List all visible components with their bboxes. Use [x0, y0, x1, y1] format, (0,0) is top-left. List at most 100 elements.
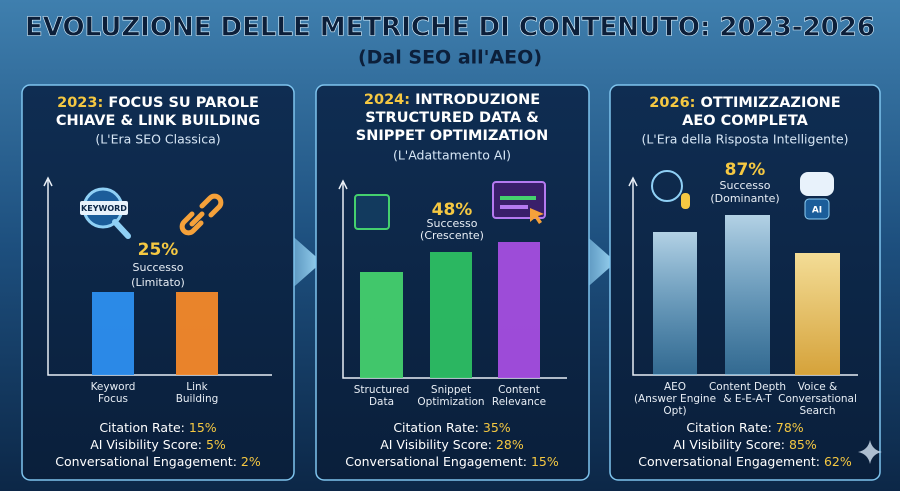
- metric-value: 78%: [776, 420, 804, 435]
- metric-value: 35%: [483, 420, 511, 435]
- metric: Citation Rate: 35%: [393, 420, 510, 435]
- bar: [653, 232, 697, 375]
- year: 2023:: [57, 95, 103, 111]
- subtitle: (Dal SEO all'AEO): [358, 47, 542, 69]
- axis-arrow: [338, 179, 348, 190]
- bar: [725, 215, 770, 375]
- bar-label: AEO: [664, 381, 686, 393]
- heading-line: CHIAVE & LINK BUILDING: [56, 113, 260, 129]
- bar-label: (Answer Engine: [634, 393, 716, 405]
- bar: [795, 253, 840, 375]
- bar-label: Keyword: [91, 381, 136, 393]
- axis: [632, 180, 858, 376]
- metric-label: Citation Rate:: [686, 420, 772, 435]
- icon-tag: [80, 201, 128, 215]
- bar-label: Data: [369, 396, 394, 408]
- bar: [430, 252, 472, 378]
- icon-cursor: [530, 208, 544, 224]
- bar-label: Building: [176, 393, 219, 405]
- era: (L'Era SEO Classica): [95, 132, 220, 147]
- metric-value: 15%: [189, 420, 217, 435]
- metric-label: Conversational Engagement:: [55, 454, 237, 469]
- year: 2026:: [649, 95, 695, 111]
- heading-line: SNIPPET OPTIMIZATION: [356, 128, 549, 144]
- bar-label: Structured: [354, 384, 410, 396]
- axis-arrow: [628, 176, 638, 187]
- bar-label: Opt): [663, 405, 686, 417]
- heading-line: STRUCTURED DATA &: [365, 110, 539, 126]
- metric: Conversational Engagement: 2%: [55, 454, 261, 469]
- icon-chip: [354, 194, 390, 230]
- score-note: (Limitato): [131, 276, 185, 289]
- metric-label: Citation Rate:: [393, 420, 479, 435]
- bar-label: Content: [498, 384, 540, 396]
- title: EVOLUZIONE DELLE METRICHE DI CONTENUTO: …: [25, 13, 875, 43]
- bar-label: Content Depth: [709, 381, 786, 393]
- heading-line: FOCUS SU PAROLE: [108, 95, 259, 111]
- bar-label: Voice &: [798, 381, 837, 393]
- axis-arrow: [43, 176, 53, 187]
- metric: Conversational Engagement: 15%: [345, 454, 559, 469]
- bar-label: Relevance: [492, 396, 546, 408]
- metric-label: AI Visibility Score:: [673, 437, 785, 452]
- sparkle: [858, 440, 882, 464]
- score-value: 25%: [138, 240, 179, 260]
- score-label: Successo: [132, 261, 183, 274]
- bar-label: Search: [799, 405, 835, 417]
- icon-browser-line: [500, 196, 536, 200]
- metric-value: 5%: [206, 437, 226, 452]
- score-value: 48%: [432, 200, 473, 220]
- panel-heading: CHIAVE & LINK BUILDING: [56, 113, 260, 129]
- score-note: (Dominante): [710, 192, 779, 205]
- bar-label: & E-E-A-T: [723, 393, 772, 405]
- panel: [21, 84, 295, 481]
- icon-robot-body: [804, 198, 830, 220]
- bar-label: Snippet: [431, 384, 471, 396]
- panel-heading: AEO COMPLETA: [682, 113, 808, 129]
- heading-line: INTRODUZIONE: [415, 92, 540, 108]
- panel-heading: 2024: INTRODUZIONE: [364, 92, 540, 108]
- score-note: (Crescente): [420, 229, 484, 242]
- metric: Citation Rate: 15%: [99, 420, 216, 435]
- icon-chain: [179, 193, 224, 236]
- panel-heading: STRUCTURED DATA &: [365, 110, 539, 126]
- metric-value: 85%: [789, 437, 817, 452]
- icon-browser-line: [500, 205, 528, 209]
- panel-heading: SNIPPET OPTIMIZATION: [356, 128, 549, 144]
- metric-label: Conversational Engagement:: [638, 454, 820, 469]
- bar: [360, 272, 403, 378]
- metric: Conversational Engagement: 62%: [638, 454, 852, 469]
- heading-line: OTTIMIZZAZIONE: [701, 95, 841, 111]
- heading-line: AEO COMPLETA: [682, 113, 808, 129]
- score-value: 87%: [725, 160, 766, 180]
- bar: [92, 292, 134, 375]
- metric: AI Visibility Score: 5%: [90, 437, 226, 452]
- icon-brain: [651, 170, 683, 202]
- panel-heading: 2026: OTTIMIZZAZIONE: [649, 95, 840, 111]
- metric-label: AI Visibility Score:: [90, 437, 202, 452]
- metric-value: 62%: [824, 454, 852, 469]
- era: (L'Era della Risposta Intelligente): [641, 132, 848, 147]
- metric-value: 15%: [531, 454, 559, 469]
- bar: [498, 242, 540, 378]
- bar-label: Conversational: [778, 393, 857, 405]
- metric-label: Conversational Engagement:: [345, 454, 527, 469]
- icon-label: KEYWORD: [81, 204, 127, 213]
- icon-label: AI: [812, 206, 822, 216]
- icon-mic: [681, 193, 690, 209]
- metric-value: 28%: [496, 437, 524, 452]
- year: 2024:: [364, 92, 410, 108]
- era: (L'Adattamento AI): [393, 148, 511, 163]
- metric-value: 2%: [241, 454, 261, 469]
- bar-label: Link: [186, 381, 208, 393]
- panel-heading: 2023: FOCUS SU PAROLE: [57, 95, 259, 111]
- icon-robot: [800, 172, 834, 196]
- axis: [342, 183, 567, 379]
- metric-label: Citation Rate:: [99, 420, 185, 435]
- metric: AI Visibility Score: 28%: [380, 437, 524, 452]
- icon-handle: [112, 219, 131, 239]
- metric-label: AI Visibility Score:: [380, 437, 492, 452]
- bar-label: Focus: [98, 393, 128, 405]
